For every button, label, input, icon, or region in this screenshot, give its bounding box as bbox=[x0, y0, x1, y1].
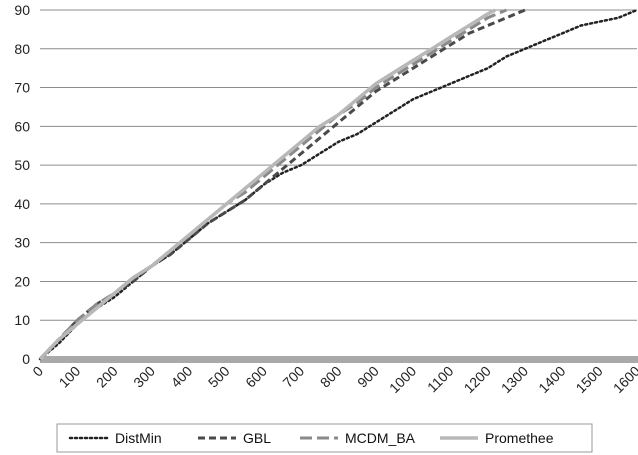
series-lines bbox=[40, 10, 637, 359]
x-tick-label: 400 bbox=[168, 363, 196, 391]
x-tick-label: 900 bbox=[354, 363, 382, 391]
x-tick-label: 1200 bbox=[461, 363, 494, 396]
x-tick-label: 100 bbox=[56, 363, 84, 391]
legend-label: MCDM_BA bbox=[345, 430, 416, 446]
x-tick-label: 600 bbox=[242, 363, 270, 391]
series-line-mcdm-ba bbox=[40, 10, 506, 359]
x-tick-label: 500 bbox=[205, 363, 233, 391]
series-line-gbl bbox=[40, 10, 525, 359]
y-tick-label: 0 bbox=[22, 351, 30, 367]
x-tick-label: 800 bbox=[317, 363, 345, 391]
y-tick-label: 60 bbox=[14, 118, 30, 134]
series-line-distmin bbox=[40, 10, 637, 359]
legend-label: DistMin bbox=[115, 430, 162, 446]
y-tick-label: 20 bbox=[14, 273, 30, 289]
x-tick-label: 1600 bbox=[610, 363, 638, 396]
y-tick-label: 80 bbox=[14, 41, 30, 57]
y-axis-ticks: 0 10 20 30 40 50 60 70 80 90 bbox=[14, 2, 30, 367]
x-tick-label: 1500 bbox=[572, 363, 605, 396]
legend-label: Promethee bbox=[485, 430, 554, 446]
x-tick-label: 1100 bbox=[424, 363, 457, 396]
x-axis-baseline bbox=[40, 356, 638, 363]
x-tick-label: 200 bbox=[93, 363, 121, 391]
x-tick-label: 300 bbox=[130, 363, 158, 391]
grid-lines bbox=[40, 10, 637, 359]
x-tick-label: 0 bbox=[29, 363, 46, 380]
x-tick-label: 1300 bbox=[498, 363, 531, 396]
y-tick-label: 40 bbox=[14, 196, 30, 212]
y-tick-label: 90 bbox=[14, 2, 30, 18]
y-tick-label: 50 bbox=[14, 157, 30, 173]
x-tick-label: 700 bbox=[279, 363, 307, 391]
y-tick-label: 70 bbox=[14, 80, 30, 96]
x-tick-label: 1400 bbox=[535, 363, 568, 396]
series-line-promethee bbox=[40, 10, 495, 359]
legend: DistMin GBL MCDM_BA Promethee bbox=[57, 424, 592, 452]
y-tick-label: 30 bbox=[14, 235, 30, 251]
legend-label: GBL bbox=[243, 430, 271, 446]
x-tick-label: 1000 bbox=[386, 363, 419, 396]
x-axis-ticks: 0 100 200 300 400 500 600 700 800 900 1000 1100 1200… bbox=[29, 363, 638, 396]
y-tick-label: 10 bbox=[14, 312, 30, 328]
